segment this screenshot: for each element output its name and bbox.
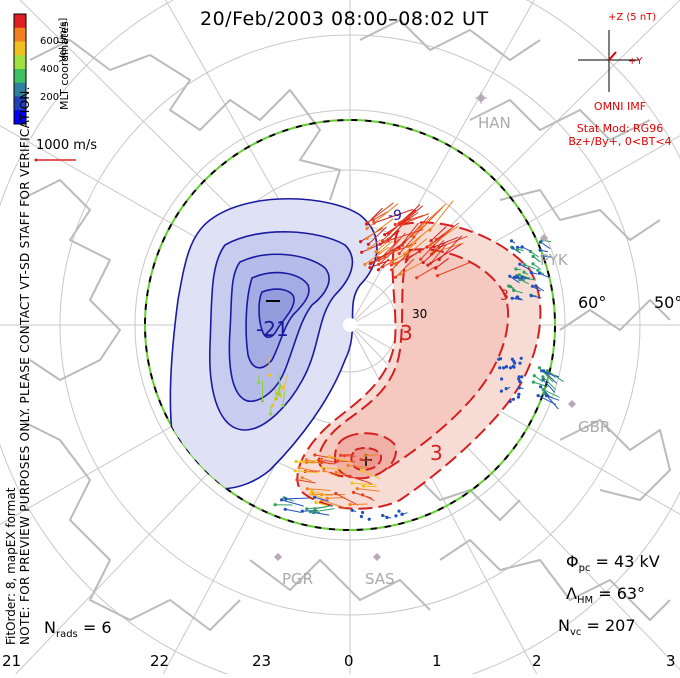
contour-label: -9 (388, 208, 402, 224)
vector-origin (360, 515, 363, 518)
vector-line (327, 498, 345, 499)
contour-label: 30 (412, 307, 427, 321)
vector-origin (500, 377, 503, 380)
vector-origin (400, 513, 403, 516)
site-label-gbr: GBR (578, 418, 610, 436)
vector-line (345, 456, 356, 457)
mlt-label-2: 2 (532, 652, 542, 670)
colorbar-swatch (14, 69, 26, 83)
n-rads-value: 6 (101, 618, 111, 637)
vector-line (314, 513, 330, 516)
map-title: 20/Feb/2003 08:00–08:02 UT (200, 8, 489, 30)
site-label-pyk: PYK (540, 251, 569, 269)
scale-label: 1000 m/s (36, 138, 97, 153)
colorbar-swatch (14, 42, 26, 56)
contour-label: -21 (256, 317, 289, 341)
mlt-label-3: 3 (666, 652, 676, 670)
vector-origin (512, 360, 515, 363)
fit-order-note: FitOrder: 8, mapEX format (4, 488, 18, 645)
n-vc-value: 207 (605, 616, 636, 635)
mlt-label-22: 22 (150, 652, 169, 670)
preview-note: NOTE: FOR PREVIEW PURPOSES ONLY. PLEASE … (18, 86, 32, 645)
mlt-label-0: 0 (344, 652, 354, 670)
lambda-hm-readout: ΛHM = 63° (566, 584, 645, 606)
mlt-label-23: 23 (252, 652, 271, 670)
vector-origin (518, 362, 521, 365)
pole-marker (343, 318, 357, 332)
colorbar-swatch (14, 28, 26, 42)
n-rads-readout: Nrads = 6 (44, 618, 112, 640)
n-vc-readout: Nvc = 207 (558, 616, 636, 638)
imf-source: OMNI IMF (560, 100, 680, 113)
contour-label: 3 (430, 441, 443, 465)
vector-origin (499, 357, 502, 360)
vector-origin (368, 518, 371, 521)
vector-line (269, 357, 270, 376)
vector-origin (517, 396, 520, 399)
vector-origin (512, 398, 515, 401)
imf-z-label: +Z (5 nT) (608, 12, 656, 23)
imf-condition: Bz+/By+, 0<BT<4 (560, 135, 680, 148)
colorbar-tick-200: 200 (40, 92, 59, 103)
site-label-pgr: PGR (282, 570, 313, 588)
vector-origin (518, 380, 521, 383)
vector-origin (512, 366, 515, 369)
contour-label: 3 (400, 321, 413, 345)
colorbar-tick-400: 400 (40, 64, 59, 75)
vector-origin (500, 390, 503, 393)
vector-line (285, 509, 301, 512)
vector-origin (520, 357, 523, 360)
vector-line (364, 486, 377, 487)
mlt-label-1: 1 (432, 652, 442, 670)
phi-pc-value: 43 kV (614, 552, 660, 571)
vector-line (516, 269, 521, 270)
phi-pc-readout: Φpc = 43 kV (566, 552, 660, 574)
imf-info: OMNI IMF Stat Mod: RG96 Bz+/By+, 0<BT<4 (560, 100, 680, 148)
lat-label-60: 60° (578, 293, 606, 312)
colorbar-tick-600: 600 (40, 36, 59, 47)
vector-line (350, 504, 368, 505)
mlt-label-21: 21 (2, 652, 21, 670)
vector-origin (394, 514, 397, 517)
vector-origin (397, 510, 400, 513)
coordinate-label: MLT coordinates (58, 21, 71, 110)
vector-line (315, 506, 333, 509)
vector-origin (520, 375, 523, 378)
lat-label-50: 50° (654, 293, 680, 312)
vector-line (516, 277, 520, 278)
contour-label: 3 (500, 288, 509, 304)
vector-origin (498, 366, 501, 369)
lambda-hm-value: 63° (617, 584, 645, 603)
colorbar-swatch (14, 55, 26, 69)
colorbar-swatch (14, 14, 26, 28)
site-label-sas: SAS (365, 570, 395, 588)
vector-line (286, 498, 310, 499)
vector-origin (509, 400, 512, 403)
vector-origin (361, 511, 364, 514)
vector-origin (517, 393, 520, 396)
stat-model: Stat Mod: RG96 (560, 122, 680, 135)
vector-line (519, 388, 523, 389)
imf-y-label: +Y (628, 56, 643, 67)
site-label-han: HAN (478, 114, 511, 132)
